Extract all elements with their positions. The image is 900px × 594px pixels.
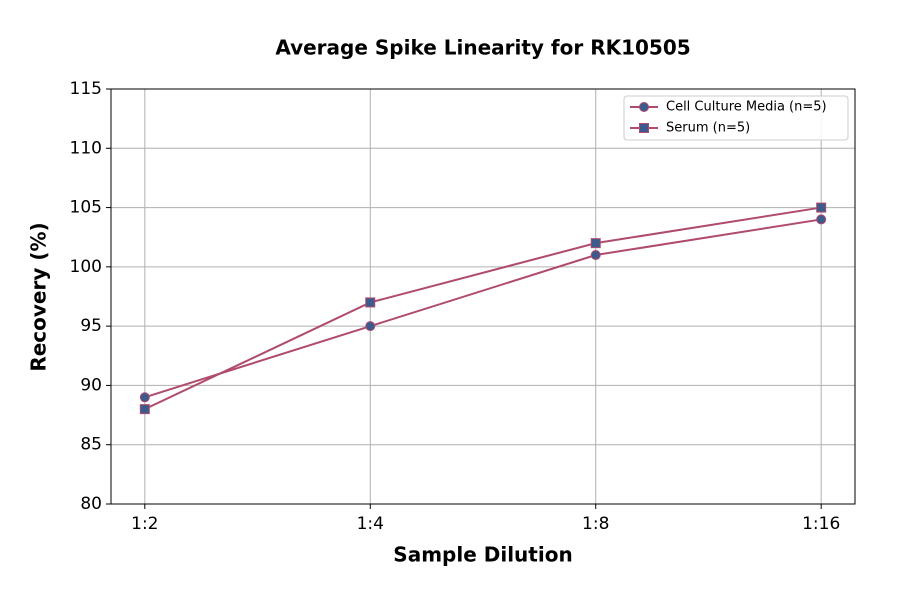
x-tick-label: 1:16: [802, 514, 840, 534]
marker: [590, 250, 601, 260]
x-tick-label: 1:8: [582, 514, 609, 534]
marker: [139, 404, 150, 415]
x-tick-label: 1:2: [131, 514, 158, 534]
plot-frame: [110, 88, 856, 505]
legend-label: Serum (n=5): [666, 121, 750, 136]
y-tick-label: 105: [70, 198, 102, 218]
y-tick-label: 80: [80, 494, 102, 514]
y-tick-label: 100: [70, 257, 102, 277]
marker: [816, 202, 827, 213]
marker: [816, 214, 827, 225]
marker: [139, 392, 150, 403]
marker: [590, 238, 601, 249]
legend-marker: [639, 102, 649, 112]
marker: [365, 321, 376, 332]
legend-marker: [639, 123, 649, 133]
chart-title: Average Spike Linearity for RK10505: [275, 36, 690, 60]
y-tick-label: 85: [80, 435, 102, 455]
x-tick-label: 1:4: [357, 514, 384, 534]
series-line: [144, 206, 822, 411]
y-axis-label: Recovery (%): [27, 222, 51, 371]
y-tick-label: 90: [80, 375, 102, 395]
y-tick-label: 95: [80, 316, 102, 336]
x-axis-label: Sample Dilution: [393, 543, 572, 567]
y-tick-label: 115: [70, 79, 102, 99]
y-tick-label: 110: [70, 138, 102, 158]
marker: [365, 297, 376, 308]
series-line: [144, 218, 822, 399]
legend-box: [623, 95, 849, 141]
legend-label: Cell Culture Media (n=5): [666, 100, 827, 115]
